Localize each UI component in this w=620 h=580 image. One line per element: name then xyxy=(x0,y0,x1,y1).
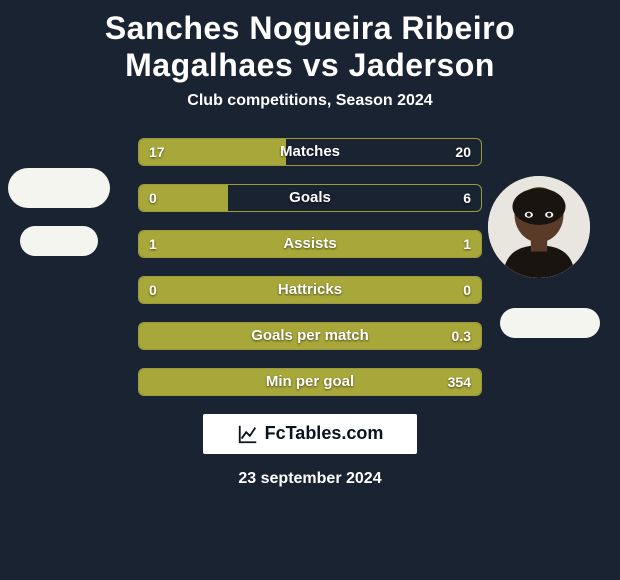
page-title: Sanches Nogueira Ribeiro Magalhaes vs Ja… xyxy=(0,0,620,92)
stat-row-min-per-goal: Min per goal354 xyxy=(138,368,482,396)
logo-text: FcTables.com xyxy=(265,423,384,444)
flag-player-left xyxy=(20,226,98,256)
stat-label: Hattricks xyxy=(139,277,481,303)
subtitle: Club competitions, Season 2024 xyxy=(0,92,620,110)
chart-icon xyxy=(237,423,259,445)
stat-value-right: 354 xyxy=(448,369,471,395)
stat-value-left: 17 xyxy=(149,139,165,165)
stat-row-goals-per-match: Goals per match0.3 xyxy=(138,322,482,350)
date-text: 23 september 2024 xyxy=(0,470,620,488)
avatar-player-left xyxy=(8,168,110,208)
stat-value-right: 20 xyxy=(455,139,471,165)
stat-label: Min per goal xyxy=(139,369,481,395)
stat-row-matches: Matches17 20 xyxy=(138,138,482,166)
stat-label: Goals per match xyxy=(139,323,481,349)
stat-value-left: 0 xyxy=(149,185,157,211)
stat-row-assists: Assists1 1 xyxy=(138,230,482,258)
flag-player-right xyxy=(500,308,600,338)
fctables-logo[interactable]: FcTables.com xyxy=(203,414,417,454)
avatar-player-right xyxy=(488,176,590,278)
stat-label: Goals xyxy=(139,185,481,211)
stat-value-right: 0.3 xyxy=(452,323,471,349)
stat-value-right: 6 xyxy=(463,185,471,211)
stat-label: Matches xyxy=(139,139,481,165)
stat-label: Assists xyxy=(139,231,481,257)
stat-value-left: 1 xyxy=(149,231,157,257)
stat-value-right: 0 xyxy=(463,277,471,303)
stats-container: Matches1720Goals06Assists11Hattricks00Go… xyxy=(138,138,482,396)
stat-row-goals: Goals0 6 xyxy=(138,184,482,212)
stat-value-left: 0 xyxy=(149,277,157,303)
stat-row-hattricks: Hattricks0 0 xyxy=(138,276,482,304)
stat-value-right: 1 xyxy=(463,231,471,257)
